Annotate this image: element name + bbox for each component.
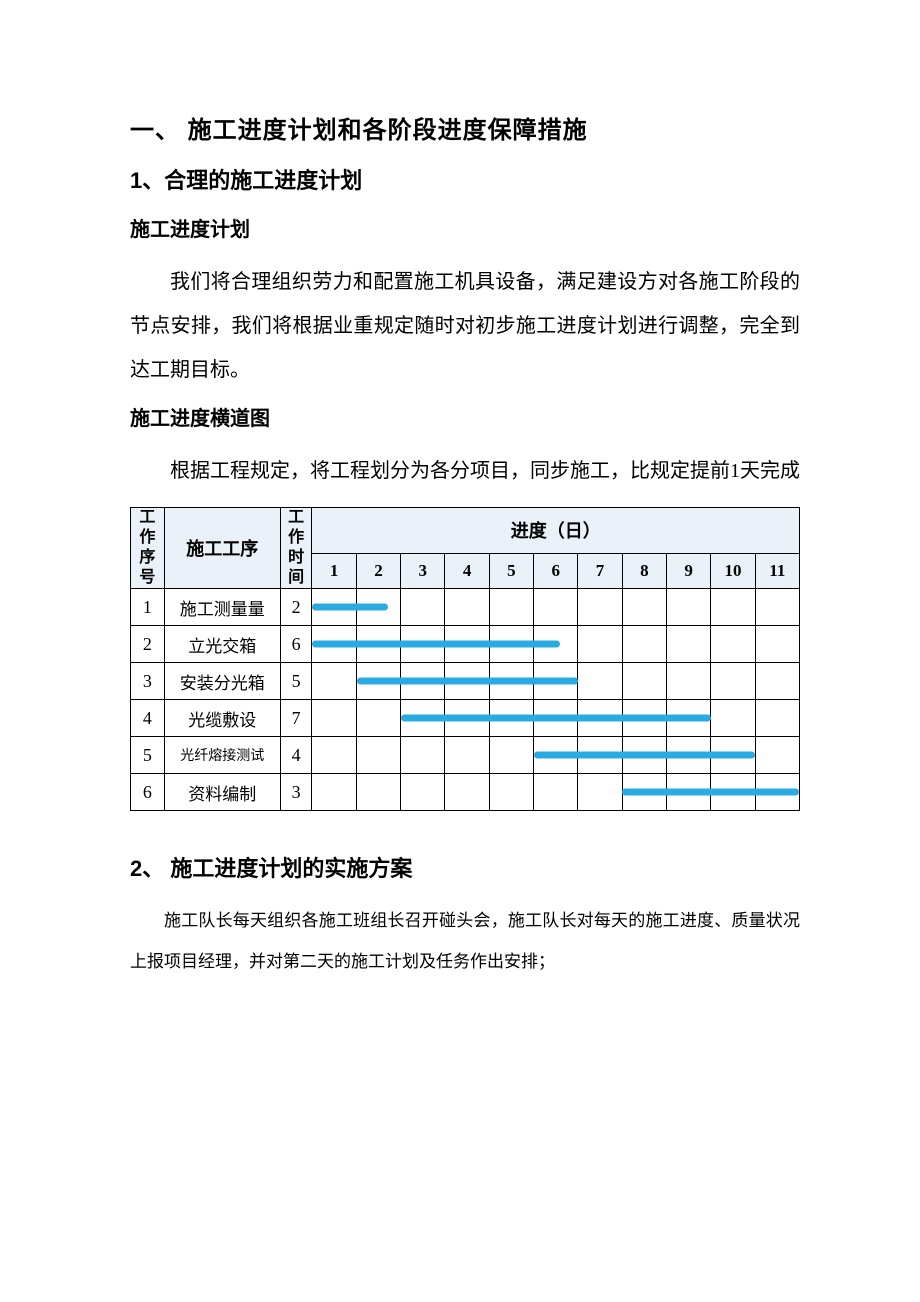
gantt-row: 2立光交箱6 bbox=[131, 626, 800, 663]
gantt-cell-name: 安装分光箱 bbox=[164, 663, 280, 700]
gantt-row: 3安装分光箱5 bbox=[131, 663, 800, 700]
gantt-cell-days bbox=[312, 737, 800, 774]
gantt-bar bbox=[534, 752, 755, 759]
gantt-cell-seq: 4 bbox=[131, 700, 165, 737]
gantt-day-header: 6 bbox=[534, 553, 578, 588]
paragraph-impl: 施工队长每天组织各施工班组长召开碰头会，施工队长对每天的施工进度、质量状况上报项… bbox=[130, 901, 800, 983]
paragraph-gantt-intro: 根据工程规定，将工程划分为各分项目，同步施工，比规定提前1天完成 bbox=[130, 449, 800, 493]
gantt-chart: 工作序号 施工工序 工作时间 进度（日） 1234567891011 1施工测量… bbox=[130, 507, 800, 811]
gantt-cell-duration: 4 bbox=[280, 737, 312, 774]
gantt-cell-duration: 6 bbox=[280, 626, 312, 663]
gantt-cell-seq: 1 bbox=[131, 589, 165, 626]
heading-2-impl: 2、 施工进度计划的实施方案 bbox=[130, 851, 800, 883]
gantt-day-header: 4 bbox=[445, 553, 489, 588]
gantt-bar bbox=[312, 641, 560, 648]
paragraph-plan-intro: 我们将合理组织劳力和配置施工机具设备，满足建设方对各施工阶段的节点安排，我们将根… bbox=[130, 260, 800, 392]
gantt-cell-days bbox=[312, 663, 800, 700]
gantt-cell-name: 光纤熔接测试 bbox=[164, 737, 280, 774]
gantt-cell-duration: 2 bbox=[280, 589, 312, 626]
gantt-day-header: 2 bbox=[356, 553, 400, 588]
heading-2-plan: 1、合理的施工进度计划 bbox=[130, 163, 800, 195]
gantt-day-header: 10 bbox=[711, 553, 755, 588]
gantt-cell-days bbox=[312, 626, 800, 663]
gantt-body: 1施工测量量22立光交箱63安装分光箱54光缆敷设75光纤熔接测试46资料编制3 bbox=[131, 589, 800, 811]
gantt-day-header: 3 bbox=[401, 553, 445, 588]
gantt-row: 6资料编制3 bbox=[131, 774, 800, 811]
gantt-cell-seq: 5 bbox=[131, 737, 165, 774]
gantt-row: 1施工测量量2 bbox=[131, 589, 800, 626]
gantt-cell-duration: 7 bbox=[280, 700, 312, 737]
gantt-day-header: 11 bbox=[755, 553, 799, 588]
gantt-cell-name: 立光交箱 bbox=[164, 626, 280, 663]
gantt-day-header: 8 bbox=[622, 553, 666, 588]
gantt-cell-days bbox=[312, 774, 800, 811]
gantt-cell-duration: 3 bbox=[280, 774, 312, 811]
gantt-row: 4光缆敷设7 bbox=[131, 700, 800, 737]
heading-3-gantt: 施工进度横道图 bbox=[130, 402, 800, 431]
gantt-day-header: 1 bbox=[312, 553, 356, 588]
gantt-bar bbox=[622, 789, 799, 796]
heading-1: 一、 施工进度计划和各阶段进度保障措施 bbox=[130, 110, 800, 145]
gantt-bar bbox=[401, 715, 711, 722]
gantt-bar bbox=[357, 678, 578, 685]
gantt-day-header: 9 bbox=[666, 553, 710, 588]
gantt-cell-name: 资料编制 bbox=[164, 774, 280, 811]
gantt-cell-name: 光缆敷设 bbox=[164, 700, 280, 737]
gantt-cell-days bbox=[312, 589, 800, 626]
gantt-col-duration: 工作时间 bbox=[280, 508, 312, 589]
heading-3-schedule: 施工进度计划 bbox=[130, 213, 800, 242]
gantt-cell-duration: 5 bbox=[280, 663, 312, 700]
gantt-cell-seq: 6 bbox=[131, 774, 165, 811]
gantt-col-name: 施工工序 bbox=[164, 508, 280, 589]
gantt-col-progress: 进度（日） bbox=[312, 508, 800, 554]
gantt-row: 5光纤熔接测试4 bbox=[131, 737, 800, 774]
gantt-day-header: 7 bbox=[578, 553, 622, 588]
gantt-cell-name: 施工测量量 bbox=[164, 589, 280, 626]
gantt-day-header: 5 bbox=[489, 553, 533, 588]
gantt-cell-days bbox=[312, 700, 800, 737]
gantt-col-seq: 工作序号 bbox=[131, 508, 165, 589]
gantt-bar bbox=[312, 604, 387, 611]
gantt-cell-seq: 2 bbox=[131, 626, 165, 663]
gantt-cell-seq: 3 bbox=[131, 663, 165, 700]
